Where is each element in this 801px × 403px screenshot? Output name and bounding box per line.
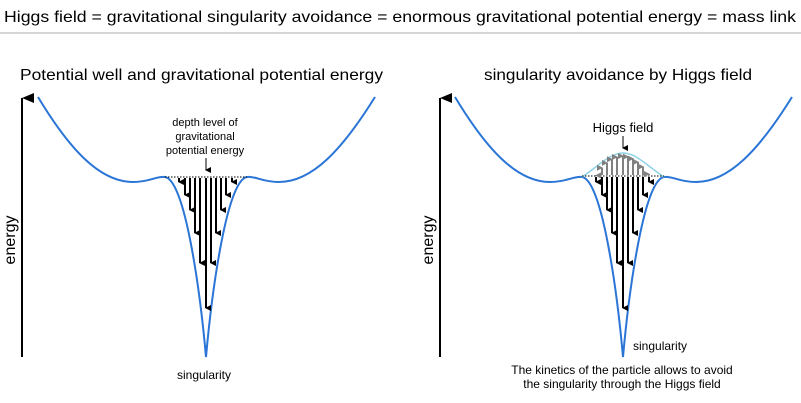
- singularity-label: singularity: [633, 339, 687, 353]
- caption-line-2: the singularity through the Higgs field: [523, 377, 720, 391]
- gravity-arrows: [595, 177, 654, 311]
- singularity-label: singularity: [177, 368, 231, 382]
- energy-axis-label: energy: [420, 216, 437, 265]
- left-panel-title: Potential well and gravitational potenti…: [20, 67, 383, 84]
- potential-well-curve: [454, 96, 793, 358]
- energy-axis-label: energy: [2, 216, 19, 265]
- depth-annotation-line-2: gravitational: [175, 131, 234, 143]
- caption-line-1: The kinetics of the particle allows to a…: [511, 363, 732, 377]
- higgs-field-label: Higgs field: [593, 120, 654, 135]
- potential-well-curve: [37, 96, 376, 358]
- higgs-arrows: [595, 153, 650, 179]
- gravity-arrows: [178, 178, 237, 311]
- page-title: Higgs field = gravitational singularity …: [4, 9, 797, 26]
- depth-annotation-line-3: potential energy: [166, 145, 245, 157]
- depth-annotation-line-1: depth level of: [172, 117, 238, 129]
- left-panel: Potential well and gravitational potenti…: [2, 67, 383, 382]
- right-panel: singularity avoidance by Higgs field ene…: [420, 67, 793, 391]
- right-panel-title: singularity avoidance by Higgs field: [484, 67, 752, 84]
